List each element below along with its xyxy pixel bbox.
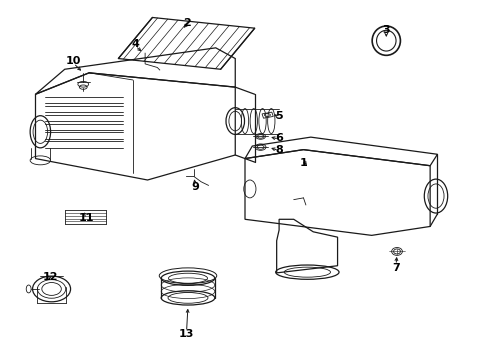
Text: 4: 4: [131, 39, 139, 49]
Text: 5: 5: [275, 111, 283, 121]
Text: 3: 3: [383, 25, 390, 35]
Text: 8: 8: [275, 145, 283, 155]
Text: 6: 6: [275, 133, 283, 143]
Text: 12: 12: [42, 272, 58, 282]
Text: 9: 9: [192, 182, 199, 192]
Text: 7: 7: [392, 262, 400, 273]
Text: 13: 13: [179, 329, 194, 339]
Text: 11: 11: [79, 212, 95, 222]
Text: 1: 1: [299, 158, 307, 168]
Text: 2: 2: [183, 18, 191, 28]
Text: 10: 10: [66, 57, 81, 66]
